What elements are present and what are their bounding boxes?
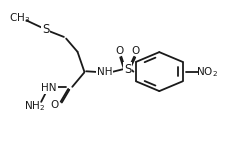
Text: $\mathregular{CH_3}$: $\mathregular{CH_3}$	[9, 11, 30, 25]
Text: S: S	[42, 23, 49, 36]
Text: $\mathregular{NH_2}$: $\mathregular{NH_2}$	[24, 99, 45, 113]
Text: NH: NH	[97, 67, 112, 77]
Text: $\mathregular{NO_2}$: $\mathregular{NO_2}$	[195, 65, 217, 78]
Text: O: O	[50, 100, 59, 110]
Text: HN: HN	[41, 83, 57, 93]
Text: O: O	[131, 46, 139, 56]
Text: S: S	[123, 63, 131, 76]
Text: O: O	[115, 46, 124, 56]
